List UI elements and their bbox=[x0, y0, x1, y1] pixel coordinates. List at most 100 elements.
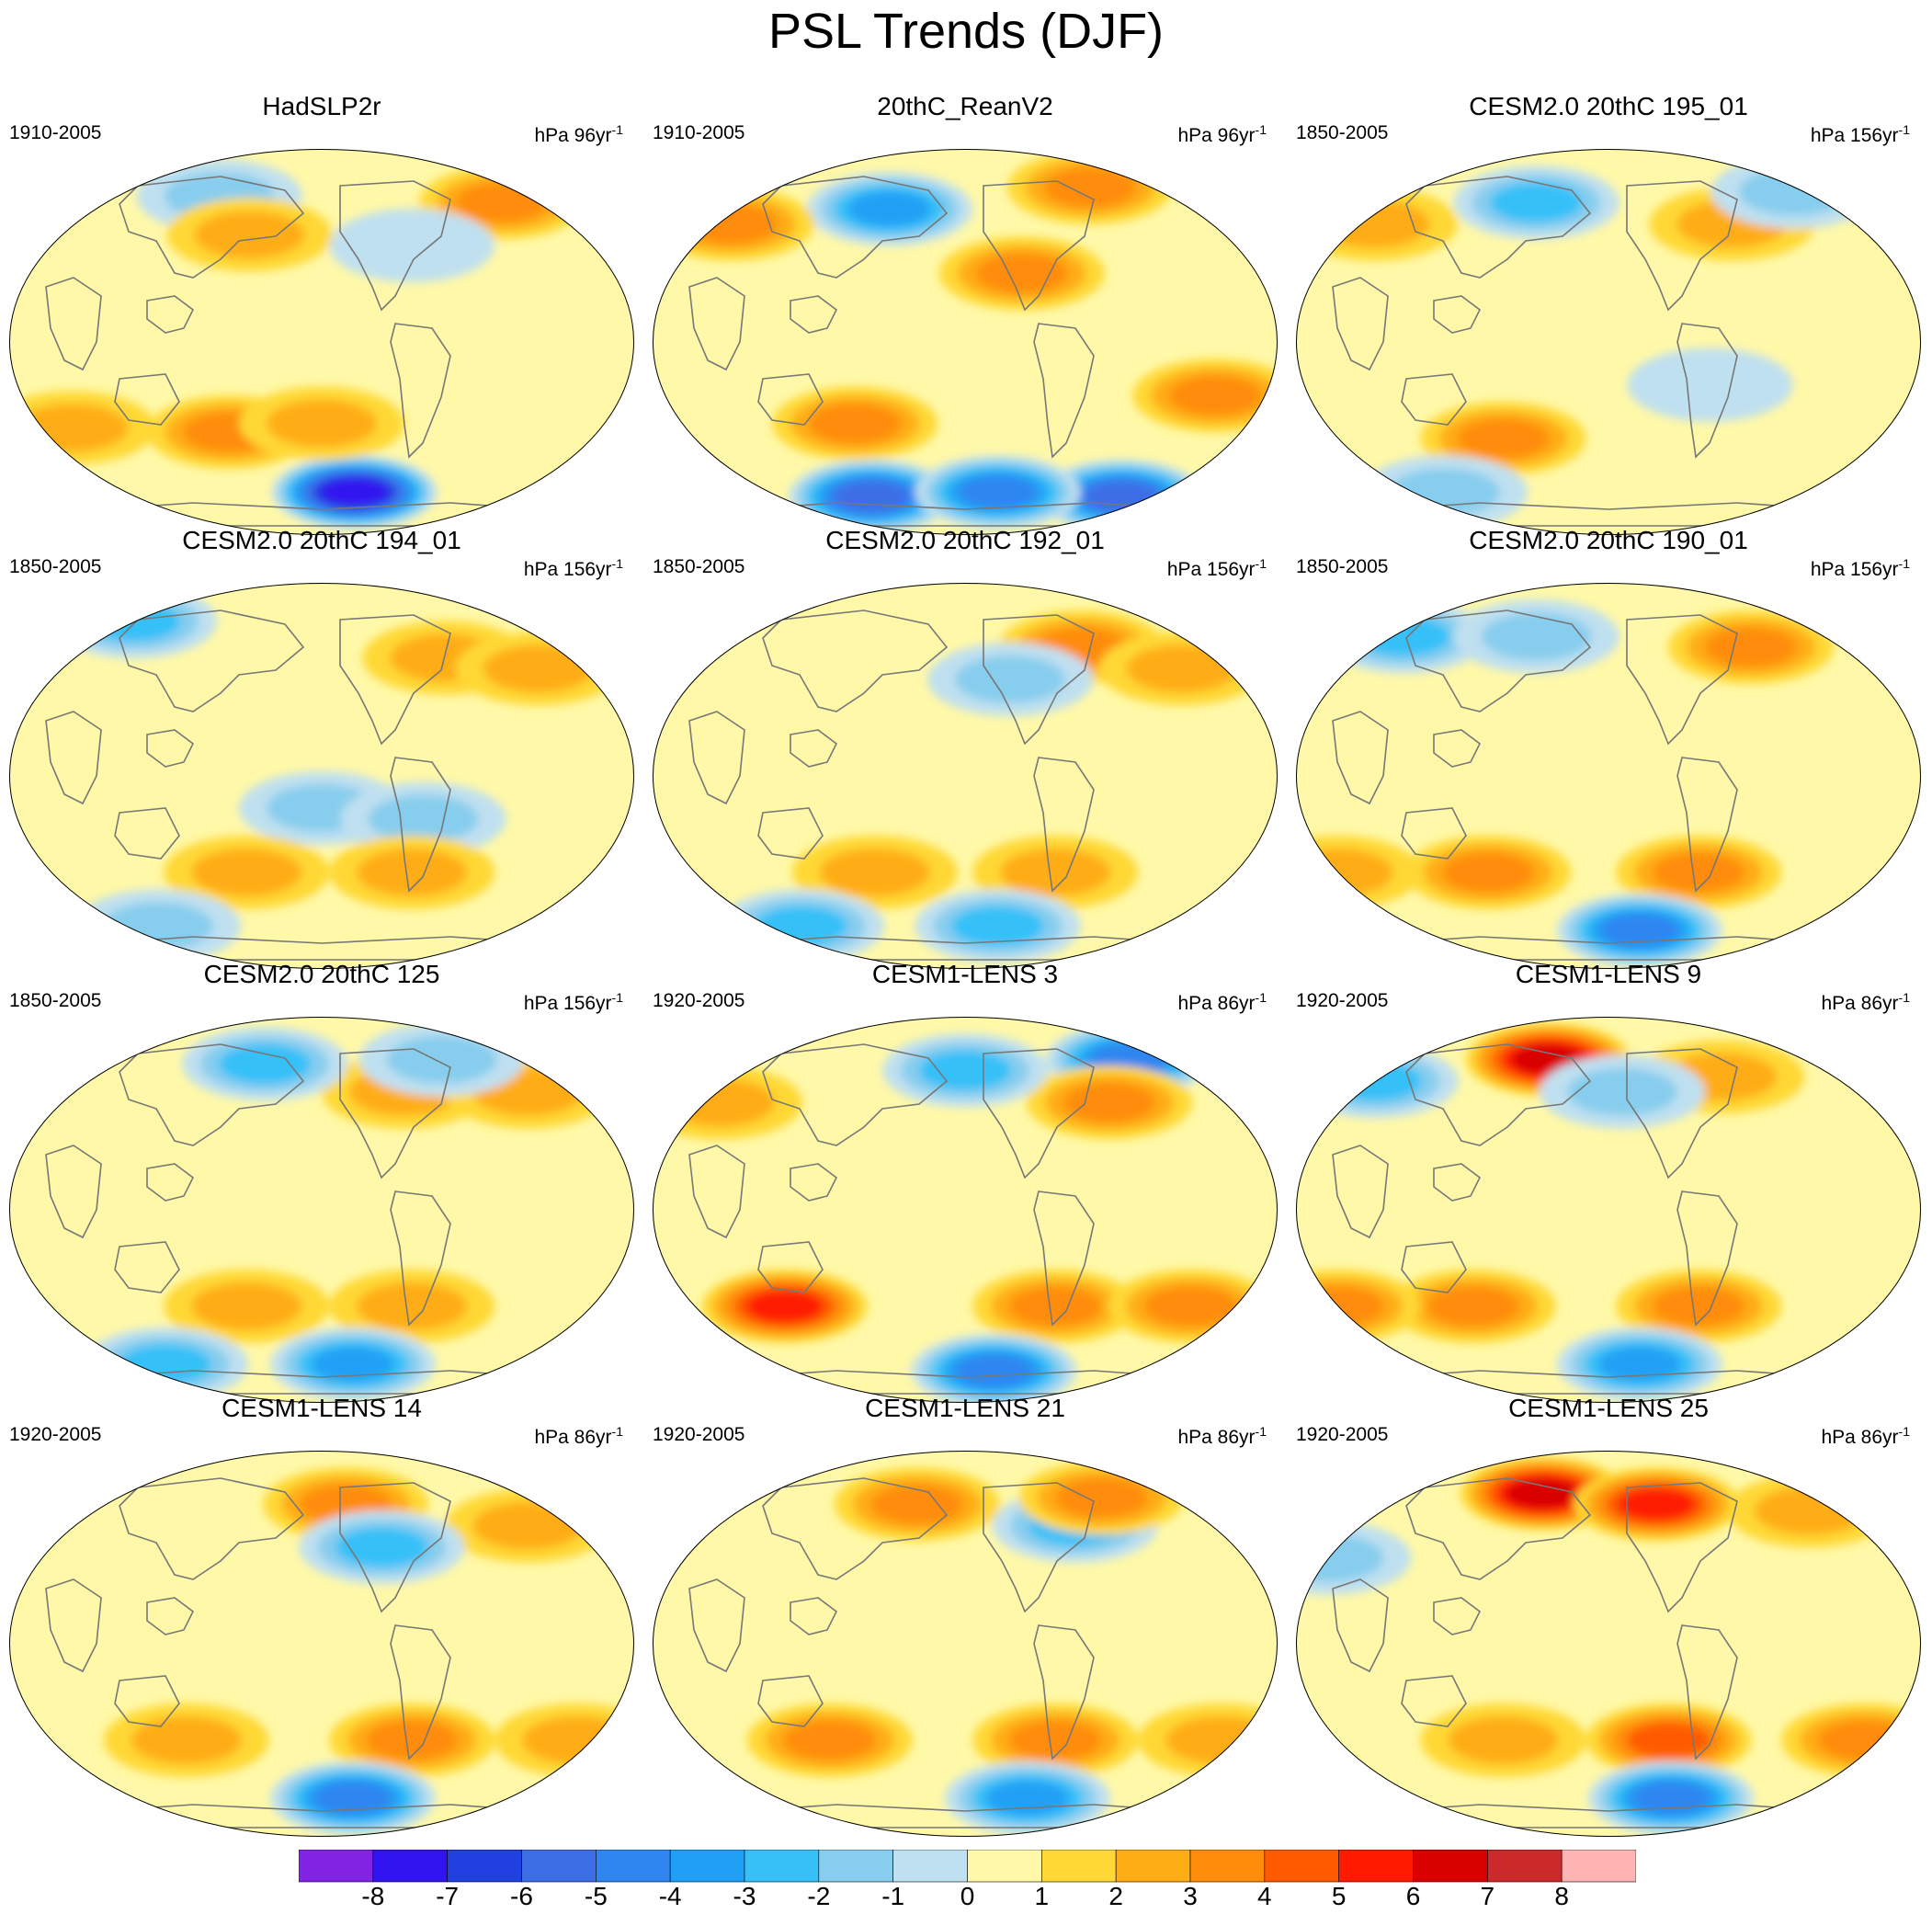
coastline bbox=[1433, 295, 1482, 334]
map bbox=[1296, 1017, 1921, 1403]
trend-anomaly bbox=[959, 475, 1037, 508]
trend-anomaly bbox=[835, 481, 908, 512]
panel-units: hPa 86yr-1 bbox=[1821, 985, 1910, 1016]
panel-period: 1910-2005 bbox=[653, 122, 745, 143]
panel-units-exponent: -1 bbox=[1255, 1424, 1267, 1439]
trend-anomaly bbox=[357, 849, 468, 896]
trend-anomaly bbox=[314, 1782, 392, 1815]
colorbar-bin bbox=[1264, 1850, 1339, 1883]
colorbar-tick-label: 3 bbox=[1183, 1882, 1198, 1910]
trend-anomaly bbox=[1566, 1067, 1677, 1116]
panel-period: 1920-2005 bbox=[653, 990, 745, 1011]
coastline bbox=[757, 1241, 824, 1293]
coastline bbox=[1405, 1043, 1592, 1146]
panel-title: 20thC_ReanV2 bbox=[877, 92, 1053, 120]
panel: CESM1-LENS 9 1920-2005 hPa 86yr-1 bbox=[1287, 960, 1930, 1403]
panel-title: CESM1-LENS 25 bbox=[1508, 1394, 1709, 1422]
coastline bbox=[1332, 277, 1389, 371]
coastline bbox=[790, 295, 838, 334]
panel-units-exponent: -1 bbox=[611, 122, 623, 137]
panel: CESM1-LENS 14 1920-2005 hPa 86yr-1 bbox=[0, 1394, 643, 1837]
trend-anomaly bbox=[951, 906, 1044, 946]
panel-units: hPa 156yr-1 bbox=[1167, 552, 1267, 582]
trend-anomaly bbox=[483, 644, 594, 693]
coastline bbox=[339, 1482, 451, 1613]
trend-anomaly bbox=[1448, 1716, 1559, 1764]
trend-anomaly bbox=[1055, 1478, 1148, 1518]
trend-anomaly bbox=[368, 794, 479, 843]
colorbar-tick-label: -5 bbox=[584, 1882, 608, 1910]
trend-anomaly bbox=[329, 209, 495, 282]
coastline bbox=[1676, 323, 1738, 459]
trend-anomaly bbox=[783, 1720, 876, 1760]
trend-anomaly bbox=[1296, 1286, 1384, 1327]
trend-anomaly bbox=[1506, 1478, 1580, 1510]
panel-units: hPa 156yr-1 bbox=[524, 985, 623, 1016]
colorbar-tick-label: -3 bbox=[733, 1882, 756, 1910]
coastline bbox=[1401, 807, 1467, 860]
panel-units-exponent: -1 bbox=[1255, 990, 1267, 1005]
coastline bbox=[146, 1597, 195, 1635]
coastline bbox=[114, 1241, 180, 1293]
coastline bbox=[119, 1477, 305, 1580]
colorbar-tick-label: 5 bbox=[1331, 1882, 1347, 1910]
coastline bbox=[119, 610, 305, 712]
colorbar-bin bbox=[1487, 1850, 1563, 1883]
coastline bbox=[1626, 1482, 1738, 1613]
coastline bbox=[1676, 757, 1738, 893]
panel: HadSLP2r 1910-2005 hPa 96yr-1 bbox=[0, 92, 643, 535]
colorbar-bin bbox=[372, 1850, 448, 1883]
map-border bbox=[653, 149, 1278, 535]
map-border bbox=[1296, 1451, 1921, 1837]
panel-units-exponent: -1 bbox=[1898, 1424, 1910, 1439]
panel-units-text: hPa 86yr bbox=[534, 1427, 612, 1448]
coastline bbox=[757, 373, 824, 426]
panel-units: hPa 156yr-1 bbox=[1811, 118, 1910, 148]
panel-units-text: hPa 86yr bbox=[1821, 1427, 1899, 1448]
colorbar-tick-label: 1 bbox=[1034, 1882, 1050, 1910]
panel-units: hPa 156yr-1 bbox=[524, 552, 623, 582]
coastline bbox=[390, 1191, 451, 1327]
panel: CESM1-LENS 25 1920-2005 hPa 86yr-1 bbox=[1287, 1394, 1930, 1837]
map bbox=[653, 1451, 1278, 1837]
panel: CESM2.0 20thC 125 1850-2005 hPa 156yr-1 bbox=[0, 960, 643, 1403]
trend-anomaly bbox=[191, 849, 302, 896]
coastline bbox=[1332, 711, 1389, 805]
panel-units-text: hPa 96yr bbox=[1177, 125, 1256, 146]
panel-units-exponent: -1 bbox=[611, 556, 623, 571]
panel: CESM2.0 20thC 194_01 1850-2005 hPa 156yr-1 bbox=[0, 526, 643, 969]
figure-title: PSL Trends (DJF) bbox=[767, 4, 1165, 59]
panel: CESM1-LENS 21 1920-2005 hPa 86yr-1 bbox=[643, 1394, 1287, 1837]
coastline bbox=[45, 277, 102, 371]
coastline bbox=[1433, 1597, 1482, 1635]
trend-anomaly bbox=[1755, 1487, 1866, 1535]
trend-anomaly bbox=[1389, 468, 1500, 517]
trend-anomaly bbox=[1426, 1286, 1519, 1327]
panel-units-exponent: -1 bbox=[1255, 122, 1267, 137]
coastline bbox=[119, 176, 305, 279]
coastline bbox=[114, 1675, 180, 1727]
coastline bbox=[1405, 176, 1592, 279]
panel: CESM2.0 20thC 190_01 1850-2005 hPa 156yr-1 bbox=[1287, 526, 1930, 969]
trend-anomaly bbox=[870, 1485, 963, 1524]
trend-anomaly bbox=[357, 1282, 468, 1330]
trend-anomaly bbox=[1601, 914, 1678, 947]
trend-anomaly bbox=[102, 902, 213, 951]
colorbar-tick-label: -2 bbox=[807, 1882, 831, 1910]
trend-anomaly bbox=[847, 191, 931, 227]
panel: CESM2.0 20thC 192_01 1850-2005 hPa 156yr-1 bbox=[643, 526, 1287, 969]
coastline bbox=[1033, 757, 1095, 893]
trend-anomaly bbox=[1085, 481, 1158, 512]
coastline bbox=[45, 1145, 102, 1239]
trend-anomaly bbox=[955, 1354, 1033, 1387]
trend-anomaly bbox=[522, 1716, 633, 1764]
coastline bbox=[983, 614, 1095, 746]
trend-anomaly bbox=[1144, 1286, 1237, 1327]
coastline bbox=[762, 1043, 949, 1146]
trend-anomaly bbox=[1009, 1286, 1102, 1327]
coastline bbox=[1626, 614, 1738, 746]
trend-anomaly bbox=[335, 1527, 428, 1567]
panel-period: 1850-2005 bbox=[1296, 122, 1389, 143]
trend-anomaly bbox=[919, 1051, 1011, 1090]
trend-anomaly bbox=[219, 1044, 312, 1084]
